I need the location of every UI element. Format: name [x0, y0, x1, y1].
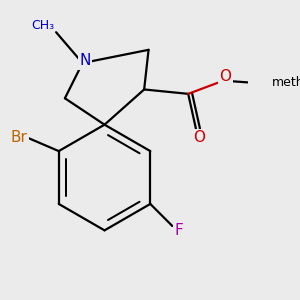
Text: methyl: methyl	[272, 76, 300, 89]
Text: F: F	[175, 223, 183, 238]
Text: N: N	[79, 53, 90, 68]
Text: O: O	[193, 130, 205, 146]
Text: CH₃: CH₃	[31, 19, 54, 32]
Text: O: O	[220, 69, 232, 84]
Text: Br: Br	[11, 130, 28, 146]
